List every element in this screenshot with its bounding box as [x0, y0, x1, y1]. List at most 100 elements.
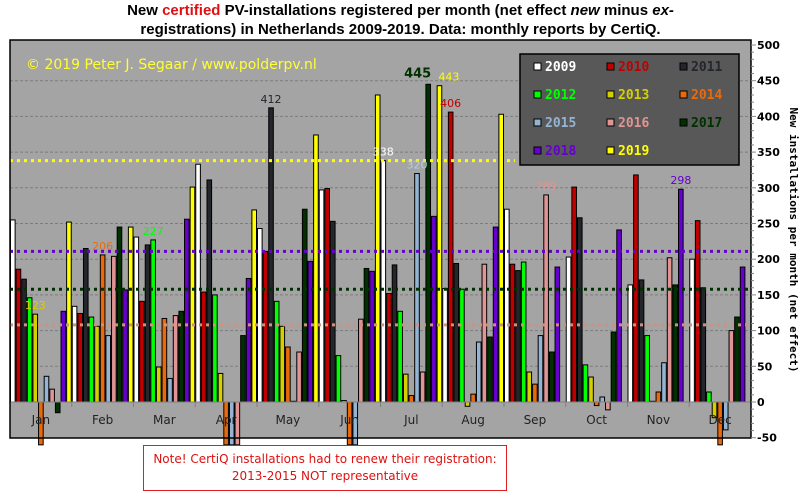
bar-2019-May [313, 134, 319, 403]
bar-2013-Feb [94, 325, 100, 403]
bar-2009-Mar [133, 236, 140, 403]
legend-swatch-2009 [533, 62, 542, 71]
bar-2013-Jul [402, 373, 409, 403]
data-label-2014: 206 [92, 240, 113, 253]
bar-2009-Dec [689, 258, 695, 403]
bar-2017-May [301, 208, 308, 403]
bar-2017-Feb [116, 226, 123, 403]
title-italic-ex: ex- [652, 2, 674, 19]
bar-2010-May [262, 250, 269, 403]
legend-label-2019: 2019 [618, 144, 649, 159]
bar-2012-Dec [706, 391, 712, 403]
bar-2017-Nov [672, 284, 679, 403]
legend-swatch-2019 [606, 146, 615, 155]
legend-label-2009: 2009 [545, 60, 576, 75]
y-tick-label: 150 [757, 289, 780, 302]
legend-swatch-2018 [533, 146, 542, 155]
x-tick-label: May [275, 413, 300, 427]
x-tick-label: Feb [92, 413, 113, 427]
bar-2016-Jul [419, 371, 426, 403]
bar-2015-Oct [599, 396, 606, 403]
bar-2017-Apr [240, 335, 246, 403]
bar-2015-Jan [43, 375, 50, 403]
bar-2018-Mar [184, 218, 190, 403]
bar-2018-Nov [678, 188, 684, 403]
bar-2011-Apr [206, 179, 213, 403]
bar-2019-Jan [66, 221, 72, 403]
data-label-2016: 289 [536, 180, 557, 193]
bar-2015-Feb [105, 335, 112, 403]
bar-2012-Oct [582, 364, 589, 403]
data-label-2009: 338 [373, 146, 394, 159]
legend-label-2016: 2016 [618, 116, 649, 131]
y-tick-label: -50 [757, 432, 777, 445]
x-tick-label: Aug [461, 413, 484, 427]
note-line2: 2013-2015 NOT representative [231, 469, 419, 483]
note-box: Note! CertiQ installations had to renew … [143, 445, 507, 491]
bar-2011-Nov [638, 279, 645, 403]
bar-2018-Oct [616, 229, 622, 403]
x-tick-label: Mar [153, 413, 176, 427]
bar-2018-Jun [369, 270, 375, 403]
title-part3: minus [599, 2, 653, 19]
bar-2010-Aug [447, 111, 454, 403]
y-tick-label: 400 [757, 110, 780, 123]
bar-2013-May [279, 325, 286, 403]
bar-2017-Dec [734, 316, 740, 403]
legend-label-2013: 2013 [618, 88, 649, 103]
x-tick-label: Apr [216, 413, 237, 427]
bar-2018-Aug [492, 226, 499, 403]
bar-2015-Aug [475, 341, 482, 403]
y-tick-label: 200 [757, 253, 780, 266]
bar-2011-Oct [576, 217, 583, 403]
bar-2014-May [285, 346, 291, 403]
x-tick-label: Sep [524, 413, 547, 427]
bar-2012-Nov [644, 335, 650, 403]
bar-2012-Jun [335, 355, 342, 403]
bar-2017-Jul [425, 83, 432, 403]
legend: 2009 2010 2011 2012 2013 2014 2015 2016 2017 2018… [519, 53, 740, 166]
y-tick-label: 0 [757, 396, 765, 409]
bar-2016-Oct [605, 401, 611, 411]
bar-2017-Jan [54, 401, 61, 414]
x-tick-label: Jul [403, 413, 418, 427]
y-tick-label: 250 [757, 218, 780, 231]
y-tick-label: 50 [757, 360, 773, 373]
bar-2014-Oct [593, 401, 600, 407]
bar-2018-Feb [122, 289, 128, 403]
bar-2010-Sep [509, 263, 516, 403]
bar-2009-Nov [627, 284, 634, 403]
bar-2013-Sep [526, 371, 533, 403]
plot-frame [9, 39, 752, 439]
bar-2014-Feb [99, 254, 106, 403]
legend-swatch-2014 [679, 90, 688, 99]
x-tick-label: Jan [31, 413, 51, 427]
data-label-2011: 412 [261, 93, 282, 106]
bar-2016-Sep [543, 194, 549, 403]
bar-2012-May [273, 300, 280, 403]
bar-2009-Sep [504, 208, 510, 403]
y-tick-label: 100 [757, 325, 780, 338]
y-tick-label: 300 [757, 182, 780, 195]
bar-2014-Sep [532, 383, 538, 403]
legend-label-2012: 2012 [545, 88, 576, 103]
bar-2009-May [257, 227, 263, 403]
bar-2011-Jun [329, 220, 336, 403]
bar-2011-Jul [391, 264, 398, 403]
title-part1: New [127, 2, 163, 19]
data-label-2017: 445 [404, 66, 431, 81]
bar-2013-Apr [217, 372, 224, 403]
bar-2011-Jan [21, 278, 27, 403]
legend-swatch-2011 [679, 62, 688, 71]
x-tick-label: Oct [586, 413, 607, 427]
bar-2017-Oct [610, 331, 617, 403]
bar-2019-Feb [127, 226, 134, 403]
bar-2014-Nov [655, 391, 662, 403]
bar-2016-Dec [728, 330, 735, 403]
legend-swatch-2013 [606, 90, 615, 99]
title-line2: registrations) in Netherlands 2009-2019.… [140, 21, 661, 38]
bar-2016-Aug [481, 263, 488, 403]
bar-2016-Nov [666, 257, 673, 403]
data-label-2019: 443 [438, 71, 459, 84]
title-part2: PV-installations registered per month (n… [220, 2, 571, 19]
